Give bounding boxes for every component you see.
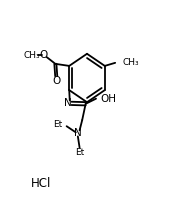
- Text: O: O: [40, 50, 48, 60]
- Text: HCl: HCl: [31, 177, 52, 190]
- Text: N: N: [74, 128, 82, 138]
- Text: CH₃: CH₃: [122, 58, 139, 67]
- Text: O: O: [52, 76, 60, 86]
- Text: CH₃: CH₃: [24, 51, 40, 60]
- Text: N: N: [65, 98, 72, 108]
- Text: Et: Et: [75, 148, 84, 157]
- Text: Et: Et: [53, 120, 62, 129]
- Text: OH: OH: [100, 94, 116, 104]
